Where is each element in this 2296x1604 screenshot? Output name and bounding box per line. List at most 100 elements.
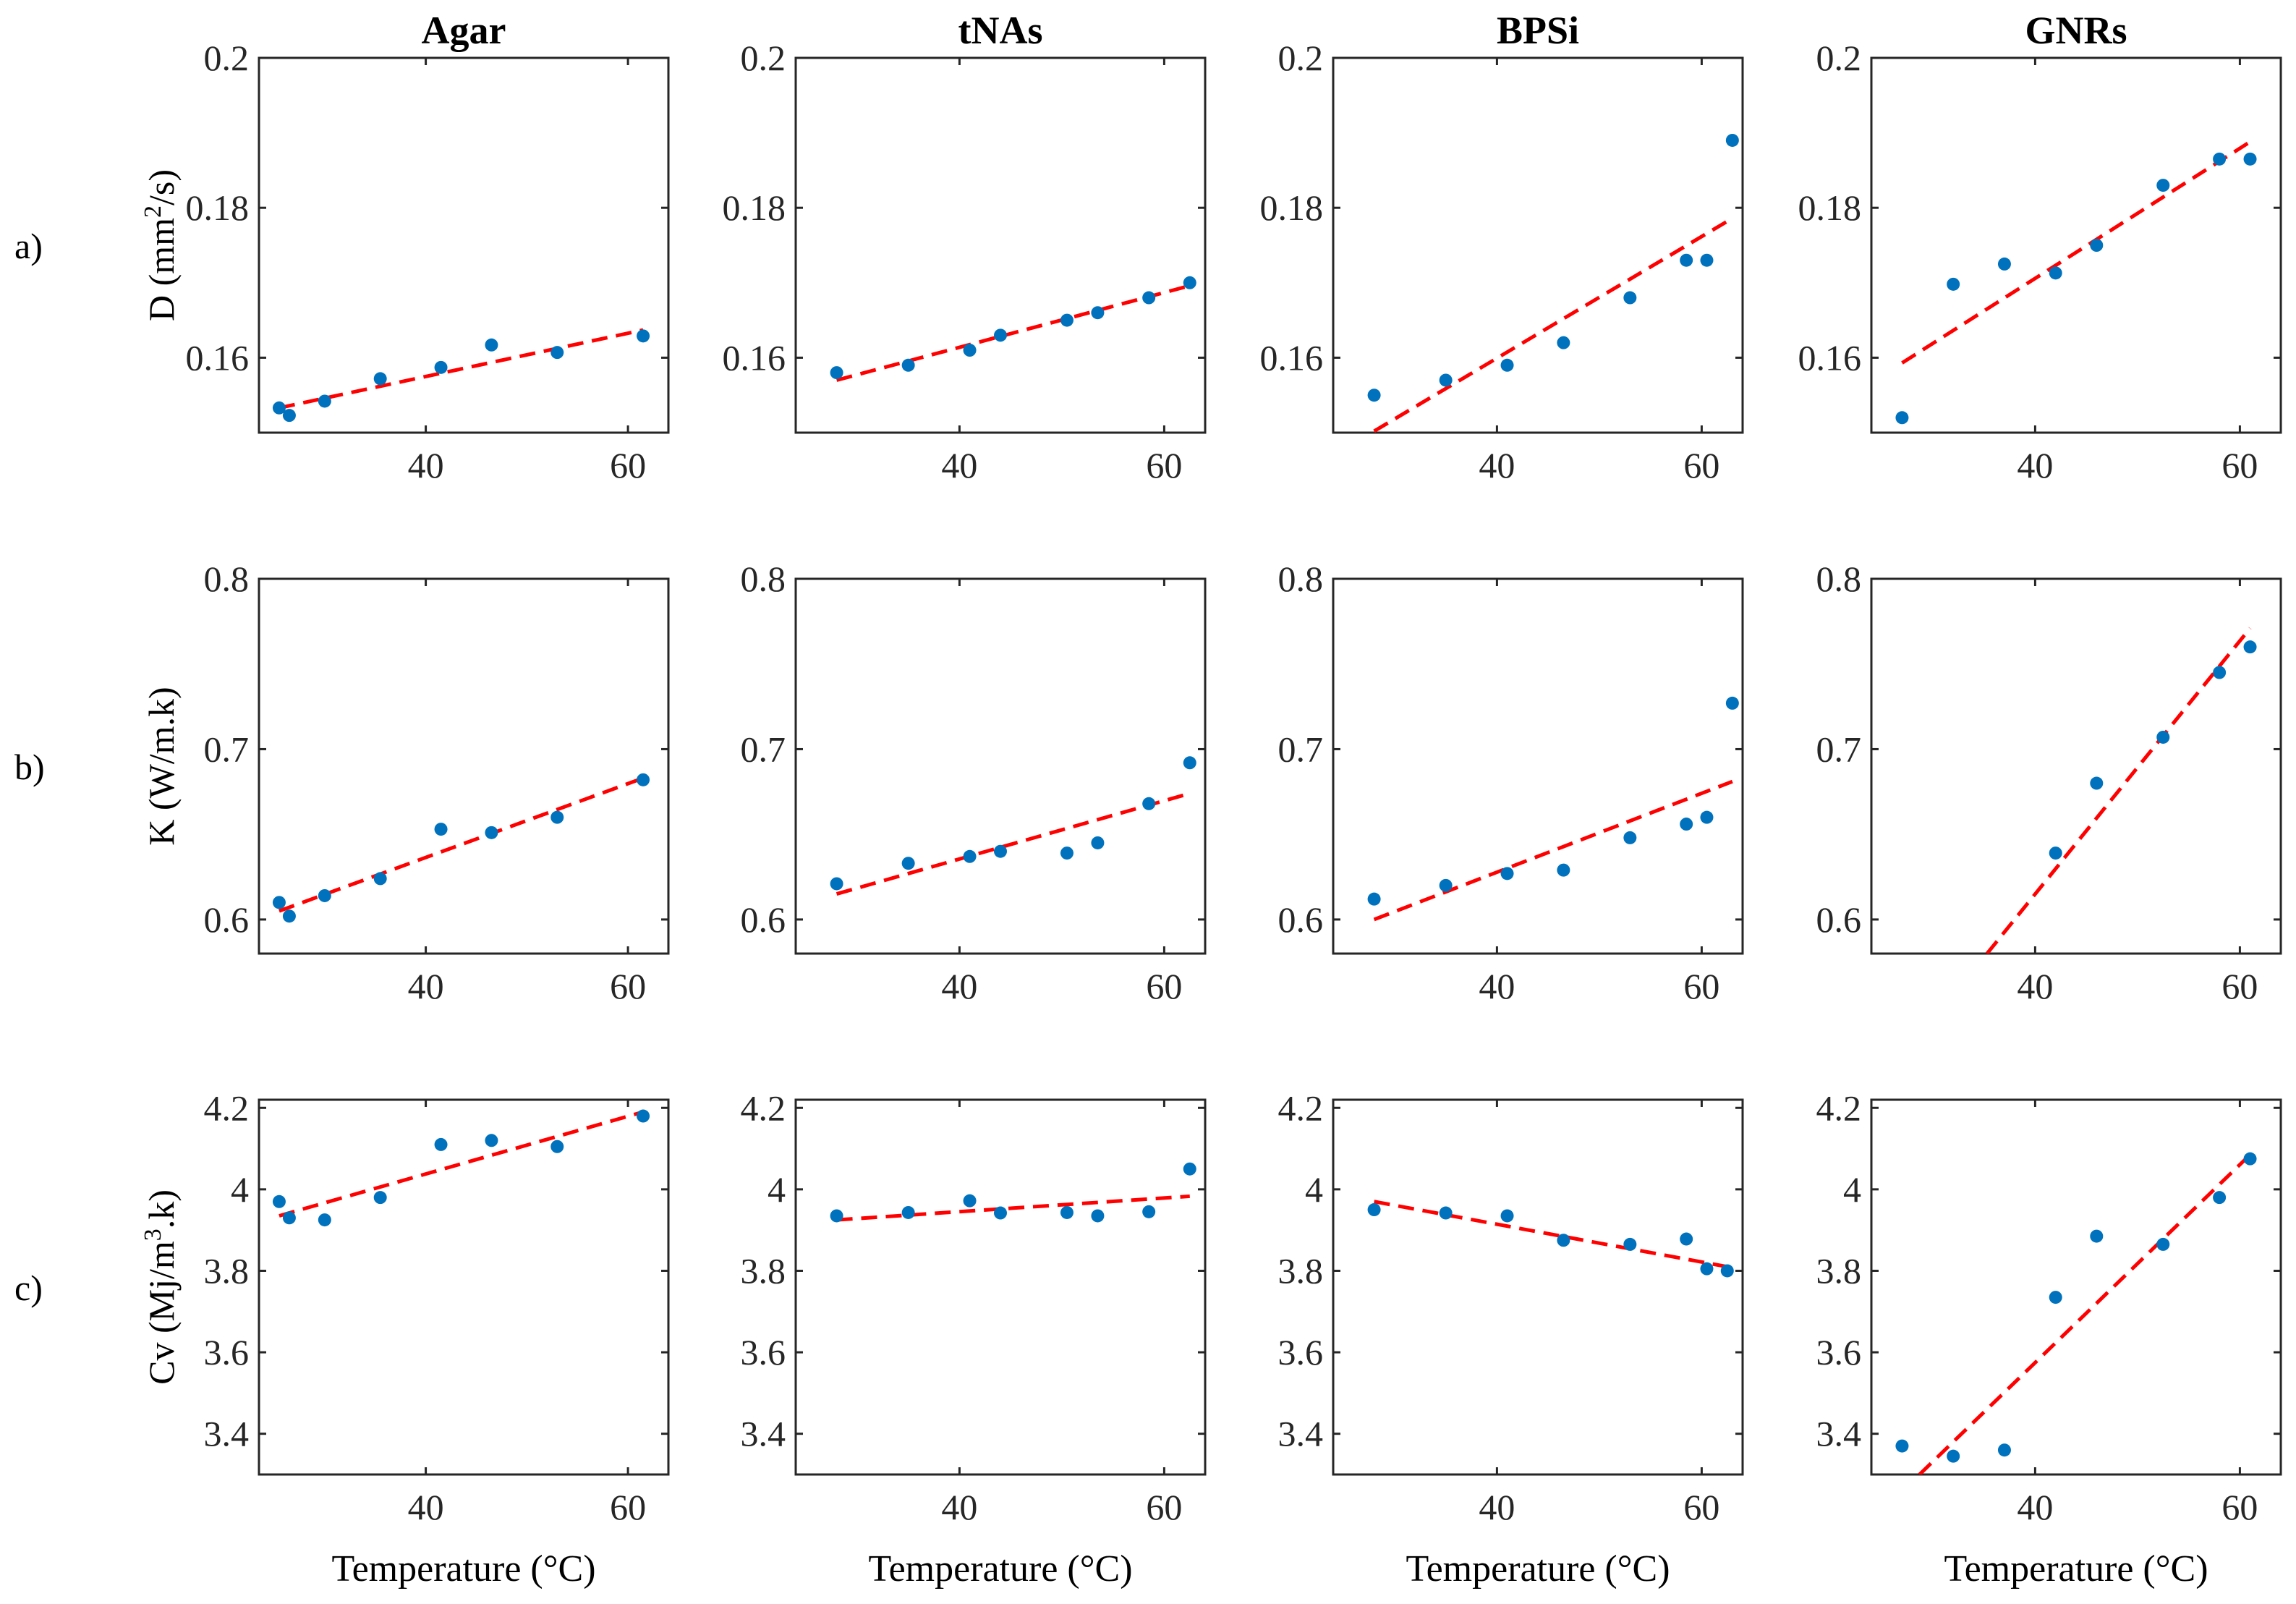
data-point	[1623, 1237, 1637, 1251]
y-tick-label: 4.2	[204, 1087, 250, 1128]
fit-line	[1901, 140, 2251, 365]
data-point	[1142, 797, 1156, 810]
data-point	[963, 344, 977, 357]
x-tick-label: 40	[1479, 445, 1515, 485]
y-tick-label: 0.7	[204, 729, 250, 769]
data-point	[901, 857, 915, 870]
data-point	[550, 346, 564, 360]
panel-b-tnas: 0.6 0.7 0.8 40 60	[741, 559, 1207, 1006]
row-label: b)	[14, 747, 45, 787]
data-point	[1500, 867, 1514, 880]
y-tick-label: 0.2	[204, 38, 250, 78]
x-tick-label: 40	[1479, 1487, 1515, 1527]
column-title-gnrs: GNRs	[2025, 9, 2127, 52]
data-point	[2156, 179, 2170, 192]
data-layer	[1373, 216, 1734, 433]
x-tick-label: 60	[610, 966, 646, 1006]
y-tick-label: 3.8	[1816, 1250, 1862, 1291]
data-layer	[279, 776, 644, 913]
data-point	[550, 810, 564, 824]
y-tick-label: 3.8	[204, 1250, 250, 1291]
fit-line	[1918, 1153, 2252, 1474]
data-point	[1439, 878, 1453, 892]
data-point	[1720, 1264, 1734, 1278]
data-point	[272, 401, 286, 415]
data-point	[373, 372, 387, 386]
axes-box	[1870, 56, 2282, 434]
data-point	[282, 909, 296, 923]
y-axis-label: K (W/m.k)	[141, 687, 182, 845]
data-point	[1142, 291, 1156, 305]
data-layer	[836, 792, 1191, 896]
data-point	[2049, 266, 2062, 280]
data-point	[1947, 277, 1960, 291]
panel-c-agar: 3.4 3.6 3.8 4 4.2 40 60 Temperature (°C)	[204, 1087, 670, 1590]
y-axis-label-part: D (mm	[141, 218, 182, 321]
data-point	[994, 328, 1007, 342]
fit-line	[1373, 216, 1734, 433]
data-point	[272, 1194, 286, 1208]
column-title-bpsi: BPSi	[1497, 9, 1579, 52]
data-point	[830, 366, 843, 380]
data-point	[1183, 756, 1196, 770]
y-axis-label-superscript: 2	[140, 205, 166, 218]
data-point	[1183, 276, 1196, 289]
y-tick-label: 0.7	[741, 729, 786, 769]
data-point	[2213, 152, 2227, 166]
data-layer	[1373, 779, 1733, 922]
y-axis-label-part: /s)	[141, 169, 182, 205]
y-tick-label: 4	[768, 1169, 786, 1210]
y-tick-label: 0.6	[204, 899, 250, 940]
y-tick-label: 0.2	[741, 38, 786, 78]
data-point	[1623, 831, 1637, 844]
data-point	[2049, 846, 2062, 860]
x-tick-label: 60	[1146, 1487, 1182, 1527]
data-point	[830, 1209, 843, 1223]
y-tick-label: 3.4	[741, 1414, 786, 1454]
data-point	[1680, 818, 1693, 831]
data-point	[994, 1206, 1007, 1220]
data-point	[637, 1109, 650, 1123]
x-tick-label: 60	[610, 445, 646, 485]
y-tick-label: 4	[231, 1169, 249, 1210]
data-point	[1680, 1232, 1693, 1246]
data-layer	[836, 284, 1191, 382]
data-point	[1557, 336, 1570, 349]
data-layer	[1374, 1200, 1728, 1269]
x-tick-label: 60	[610, 1487, 646, 1527]
fit-line	[1985, 627, 2252, 954]
x-axis-label: Temperature (°C)	[331, 1548, 595, 1590]
x-tick-label: 40	[941, 445, 977, 485]
axes-box	[1870, 577, 2282, 955]
data-point	[1500, 358, 1514, 372]
data-point	[485, 1134, 498, 1147]
y-tick-label: 0.18	[1260, 187, 1324, 228]
y-tick-label: 0.16	[1260, 337, 1324, 378]
data-point	[318, 888, 331, 902]
axes-box	[794, 1098, 1207, 1476]
data-point	[318, 394, 331, 408]
data-layer	[279, 1110, 644, 1218]
data-point	[1183, 1162, 1196, 1176]
y-tick-label: 0.7	[1816, 729, 1862, 769]
data-point	[2156, 1237, 2170, 1251]
axes-box	[1332, 56, 1744, 434]
data-layer	[1985, 627, 2252, 954]
y-tick-label: 0.16	[1798, 337, 1862, 378]
data-point	[1895, 1439, 1909, 1453]
data-point	[282, 1211, 296, 1225]
data-point	[282, 409, 296, 423]
data-point	[318, 1213, 331, 1227]
fit-line	[279, 328, 644, 410]
x-tick-label: 40	[408, 1487, 444, 1527]
data-point	[963, 1194, 977, 1208]
y-tick-label: 0.16	[186, 337, 250, 378]
fit-line	[836, 284, 1191, 382]
data-point	[1367, 389, 1381, 402]
y-tick-label: 0.2	[1816, 38, 1862, 78]
x-tick-label: 40	[2017, 966, 2053, 1006]
data-point	[1997, 1443, 2011, 1457]
y-axis-label-part: Cv (Mj/m	[141, 1241, 182, 1385]
data-point	[2090, 776, 2104, 790]
data-point	[434, 823, 448, 836]
